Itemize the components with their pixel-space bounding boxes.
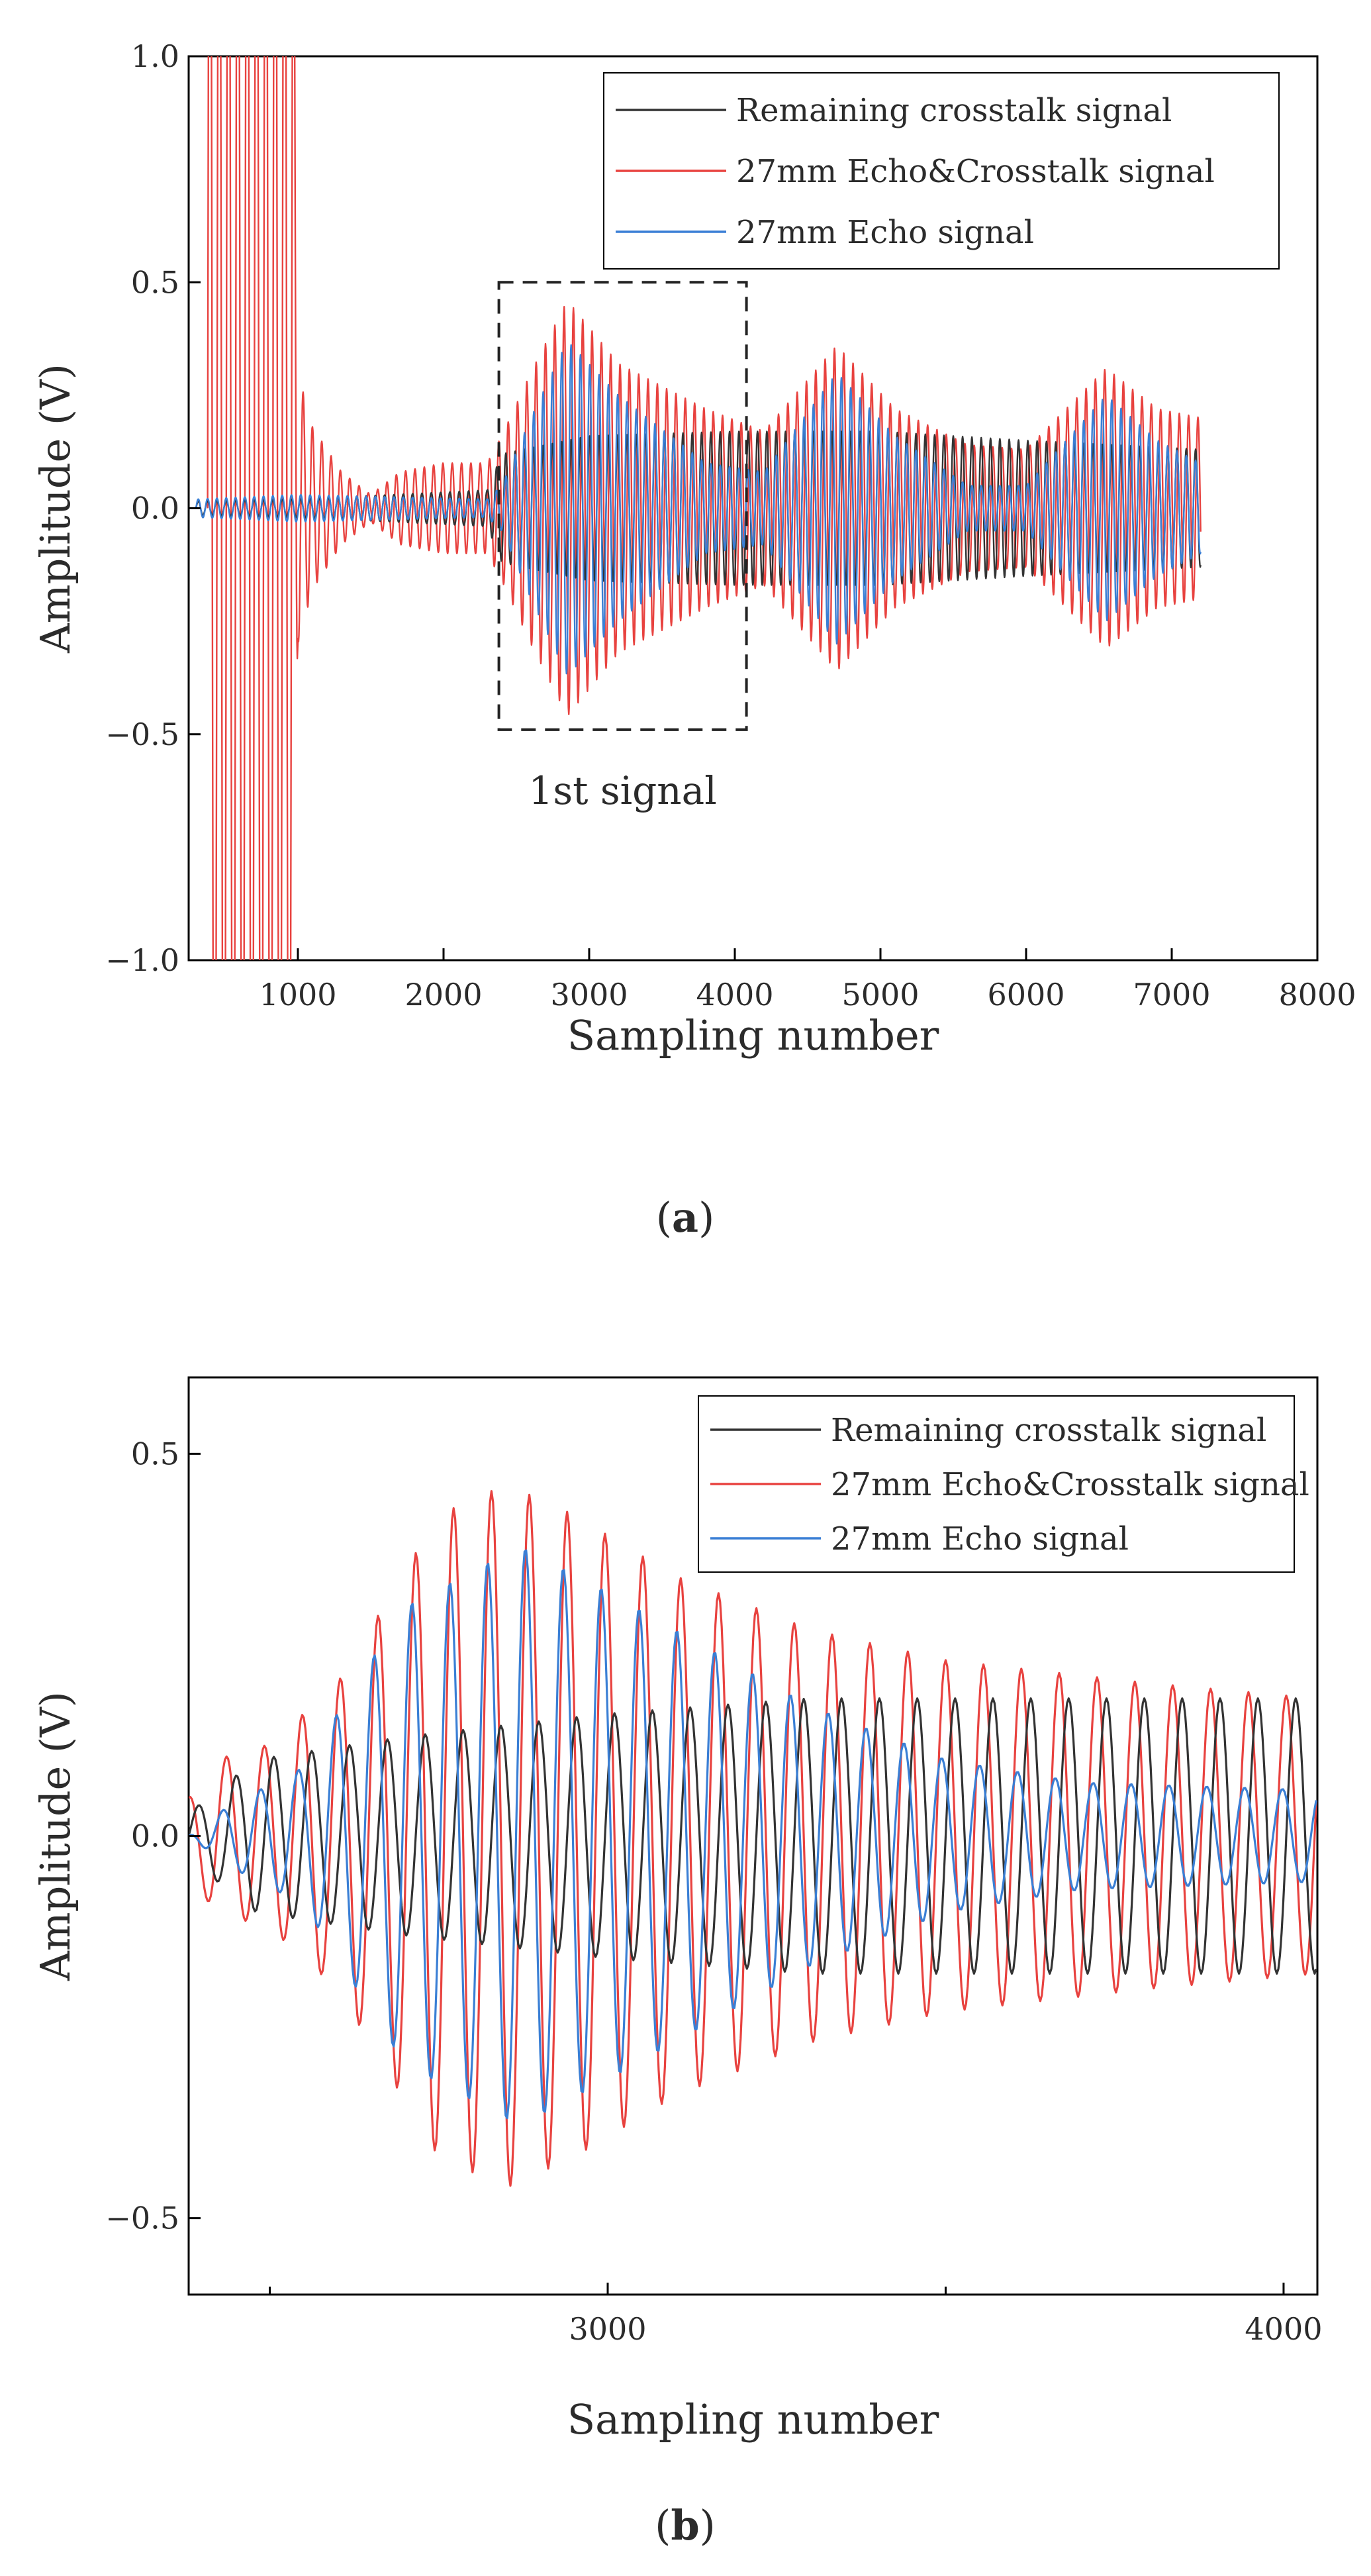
y-tick-label: 0.5: [131, 264, 179, 300]
y-tick-label: 1.0: [131, 38, 179, 74]
panel-b-chart: 3000 4000 −0.5 0.0 0.5 Remaining crosstalk s…: [31, 1376, 1322, 2444]
panel-b-y-axis-label: Amplitude (V): [31, 1691, 79, 1981]
y-tick-label: 0.0: [131, 491, 179, 526]
legend-label: 27mm Echo signal: [736, 214, 1034, 251]
x-tick-label: 4000: [1245, 2311, 1322, 2347]
legend-label: Remaining crosstalk signal: [831, 1412, 1266, 1449]
panel-a-legend: Remaining crosstalk signal 27mm Echo&Cros…: [603, 72, 1280, 270]
x-tick-label: 6000: [987, 977, 1064, 1013]
panel-b-caption: (b): [655, 2501, 716, 2550]
y-tick-label: −1.0: [105, 942, 179, 978]
series-line-echo-crosstalk: [207, 56, 1202, 960]
x-tick-label: 3000: [550, 977, 628, 1013]
y-tick-label: 0.0: [131, 1818, 179, 1854]
x-tick-label: 3000: [569, 2311, 646, 2347]
series-line-echo-crosstalk: [189, 1490, 1317, 2187]
x-tick-label: 2000: [404, 977, 482, 1013]
series-line-remaining-crosstalk: [189, 1697, 1317, 1975]
x-tick-label: 5000: [841, 977, 919, 1013]
dashed-selection-box: [497, 281, 748, 731]
x-tick-label: 7000: [1133, 977, 1210, 1013]
annotation-label: 1st signal: [528, 768, 716, 813]
panel-a-ticks: 1000 2000 3000 4000 5000 6000 7000 8000 −1.0 −0.5…: [105, 38, 1356, 1013]
y-tick-label: −0.5: [105, 717, 179, 752]
panel-a-caption: (a): [656, 1193, 715, 1242]
legend-label: Remaining crosstalk signal: [736, 92, 1172, 129]
panel-b-series-group: [189, 1490, 1317, 2187]
y-tick-label: −0.5: [105, 2201, 179, 2236]
panel-b-ticks: 3000 4000 −0.5 0.0 0.5: [105, 1436, 1322, 2347]
x-tick-label: 8000: [1278, 977, 1356, 1013]
y-tick-label: 0.5: [131, 1436, 179, 1471]
legend-label: 27mm Echo&Crosstalk signal: [831, 1466, 1309, 1503]
x-tick-label: 4000: [696, 977, 773, 1013]
series-line-echo: [189, 1549, 1317, 2120]
panel-b-legend: Remaining crosstalk signal 27mm Echo&Cros…: [698, 1395, 1309, 1573]
legend-label: 27mm Echo signal: [831, 1520, 1129, 1558]
panel-a-chart: 1000 2000 3000 4000 5000 6000 7000 8000 −1.0 −0.5…: [31, 38, 1356, 1060]
panel-b-x-axis-label: Sampling number: [567, 2395, 939, 2444]
panel-a-series-group: [195, 56, 1202, 960]
panel-a-x-axis-label: Sampling number: [567, 1011, 939, 1060]
x-tick-label: 1000: [259, 977, 336, 1013]
panel-a-annotations: 1st signal: [497, 281, 748, 813]
series-line-echo: [195, 344, 1202, 675]
legend-label: 27mm Echo&Crosstalk signal: [736, 153, 1215, 190]
panel-a-y-axis-label: Amplitude (V): [31, 364, 79, 654]
